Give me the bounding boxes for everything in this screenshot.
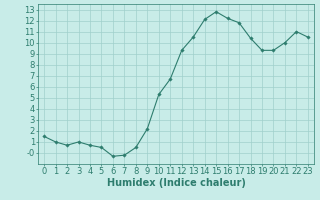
X-axis label: Humidex (Indice chaleur): Humidex (Indice chaleur) <box>107 178 245 188</box>
